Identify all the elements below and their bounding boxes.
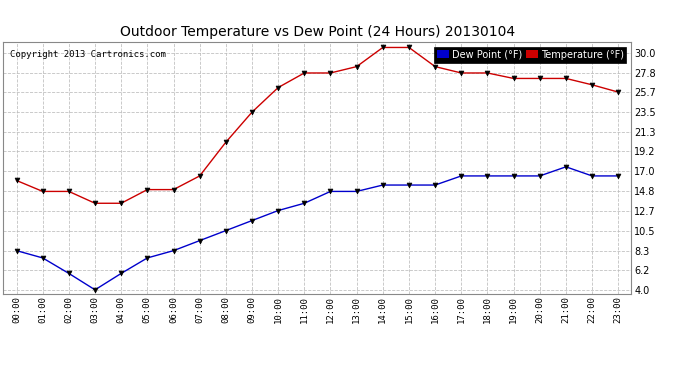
Title: Outdoor Temperature vs Dew Point (24 Hours) 20130104: Outdoor Temperature vs Dew Point (24 Hou… <box>120 26 515 39</box>
Text: Copyright 2013 Cartronics.com: Copyright 2013 Cartronics.com <box>10 50 166 58</box>
Legend: Dew Point (°F), Temperature (°F): Dew Point (°F), Temperature (°F) <box>434 47 627 63</box>
